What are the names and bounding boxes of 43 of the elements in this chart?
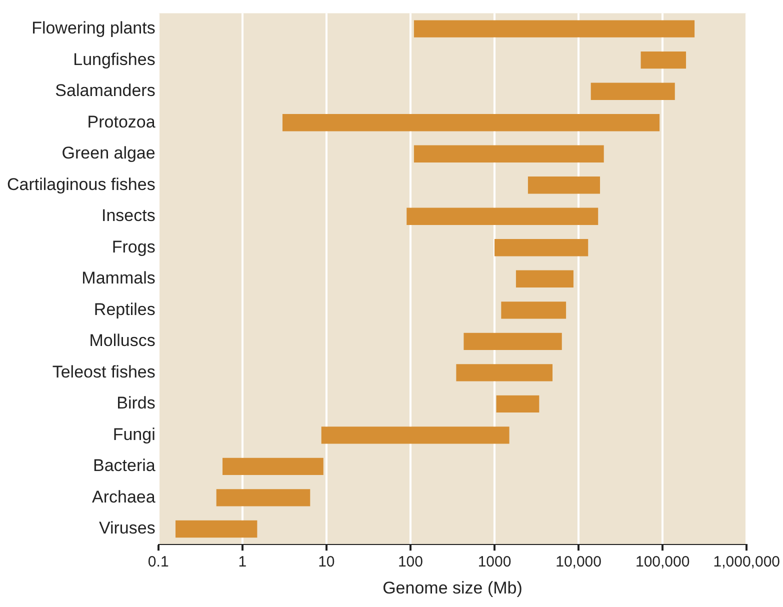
- y-tick-label: Mammals: [82, 268, 156, 288]
- y-tick-label: Lungfishes: [73, 50, 156, 69]
- bar: [414, 145, 604, 162]
- bar: [222, 458, 324, 476]
- y-tick-label: Insects: [101, 206, 156, 226]
- y-tick-label: Archaea: [92, 487, 156, 506]
- bar: [456, 364, 553, 382]
- bar: [640, 51, 686, 69]
- bar: [464, 332, 562, 350]
- x-tick-label: 1000: [478, 554, 512, 571]
- x-tick-label: 10: [318, 554, 335, 571]
- y-tick-label: Cartilaginous fishes: [6, 174, 156, 194]
- y-tick-label: Green algae: [62, 144, 156, 163]
- y-tick-label: Flowering plants: [32, 18, 156, 38]
- y-tick-label: Bacteria: [92, 456, 156, 476]
- y-tick-label: Viruses: [98, 518, 156, 538]
- y-tick-label: Birds: [116, 394, 156, 413]
- x-axis-title: Genome size (Mb): [382, 578, 522, 598]
- y-tick-label: Protozoa: [87, 112, 156, 132]
- bar: [516, 270, 574, 288]
- x-tick-label: 10,000: [556, 554, 602, 571]
- bar: [282, 114, 660, 132]
- y-tick-label: Frogs: [112, 237, 156, 256]
- bar: [321, 426, 510, 444]
- bar: [414, 20, 695, 38]
- bar: [501, 302, 566, 319]
- x-tick-label: 1,000,000: [713, 554, 780, 571]
- y-tick-label: Fungi: [112, 424, 156, 444]
- bar: [494, 239, 588, 256]
- bar: [216, 489, 310, 506]
- bar: [528, 176, 600, 194]
- y-tick-label: Molluscs: [89, 331, 156, 350]
- bar: [496, 395, 540, 413]
- bar: [176, 520, 258, 538]
- y-tick-label: Teleost fishes: [52, 362, 156, 382]
- bar: [406, 208, 598, 225]
- x-tick-label: 100: [398, 554, 423, 571]
- bar: [590, 82, 675, 100]
- x-tick-label: 1: [238, 554, 247, 571]
- y-tick-label: Salamanders: [55, 81, 156, 100]
- x-tick-label: 0.1: [148, 554, 169, 571]
- x-tick-label: 100,000: [635, 554, 690, 571]
- y-tick-label: Reptiles: [94, 300, 156, 319]
